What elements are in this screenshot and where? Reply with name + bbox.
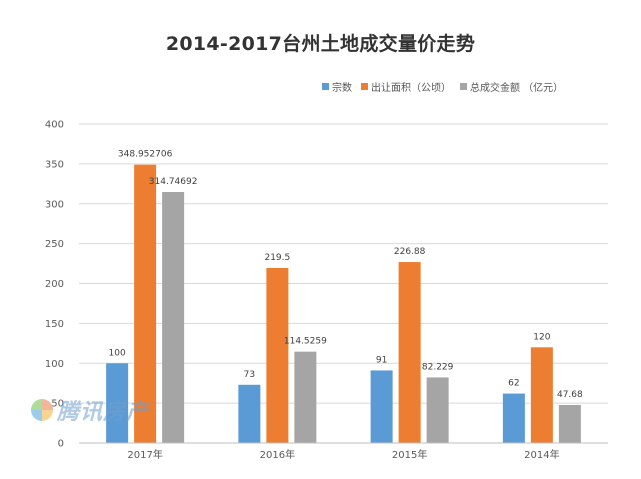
x-tick-label: 2017年 xyxy=(127,448,162,461)
legend: 宗数 出让面积（公顷） 总成交金额 （亿元） xyxy=(322,79,572,94)
x-tick-label: 2015年 xyxy=(392,448,427,461)
bar xyxy=(134,164,157,444)
legend-swatch-area xyxy=(361,83,368,90)
y-tick-label: 250 xyxy=(45,239,64,250)
watermark-text: 腾讯房产 xyxy=(57,400,150,425)
legend-swatch-amount xyxy=(460,83,467,90)
data-label: 114.5259 xyxy=(284,337,327,347)
legend-label-amount: 总成交金额 （亿元） xyxy=(470,83,564,94)
legend-item-amount: 总成交金额 （亿元） xyxy=(460,79,563,94)
data-label: 314.74692 xyxy=(149,177,198,187)
data-label: 91 xyxy=(376,355,387,365)
bar xyxy=(530,347,553,443)
bar xyxy=(266,267,289,443)
tencent-house-logo-icon xyxy=(31,399,53,421)
bar xyxy=(370,370,393,443)
x-tick-label: 2014年 xyxy=(524,448,559,461)
data-label: 219.5 xyxy=(264,253,290,263)
data-label: 100 xyxy=(109,348,126,358)
legend-swatch-count xyxy=(322,83,329,90)
bar xyxy=(162,191,185,443)
data-label: 226.88 xyxy=(394,247,426,257)
bar xyxy=(558,404,581,443)
bar xyxy=(426,377,449,443)
y-tick-label: 50 xyxy=(51,399,64,410)
data-label: 47.68 xyxy=(557,390,583,400)
data-label: 120 xyxy=(533,332,550,342)
bar xyxy=(398,262,421,443)
legend-label-count: 宗数 xyxy=(332,83,352,94)
data-label: 348.952706 xyxy=(118,150,173,160)
y-tick-label: 400 xyxy=(45,120,64,131)
data-label: 62 xyxy=(508,379,519,389)
y-tick-label: 300 xyxy=(45,199,64,210)
chart-title: 2014-2017台州土地成交量价走势 xyxy=(165,33,476,55)
y-tick-label: 150 xyxy=(45,319,64,330)
legend-item-area: 出让面积（公顷） xyxy=(361,79,451,94)
y-tick-label: 350 xyxy=(45,159,64,170)
data-label: 73 xyxy=(244,370,255,380)
legend-item-count: 宗数 xyxy=(322,79,352,94)
bar xyxy=(502,393,525,443)
y-tick-label: 200 xyxy=(45,279,64,290)
y-tick-label: 100 xyxy=(45,359,64,370)
bar xyxy=(294,351,317,443)
legend-label-area: 出让面积（公顷） xyxy=(371,83,451,94)
y-tick-label: 0 xyxy=(58,439,64,450)
x-tick-label: 2016年 xyxy=(260,448,295,461)
bar xyxy=(106,363,129,443)
bar xyxy=(238,384,261,443)
watermark: 腾讯房产 xyxy=(31,394,149,426)
data-label: 82.229 xyxy=(422,362,454,372)
